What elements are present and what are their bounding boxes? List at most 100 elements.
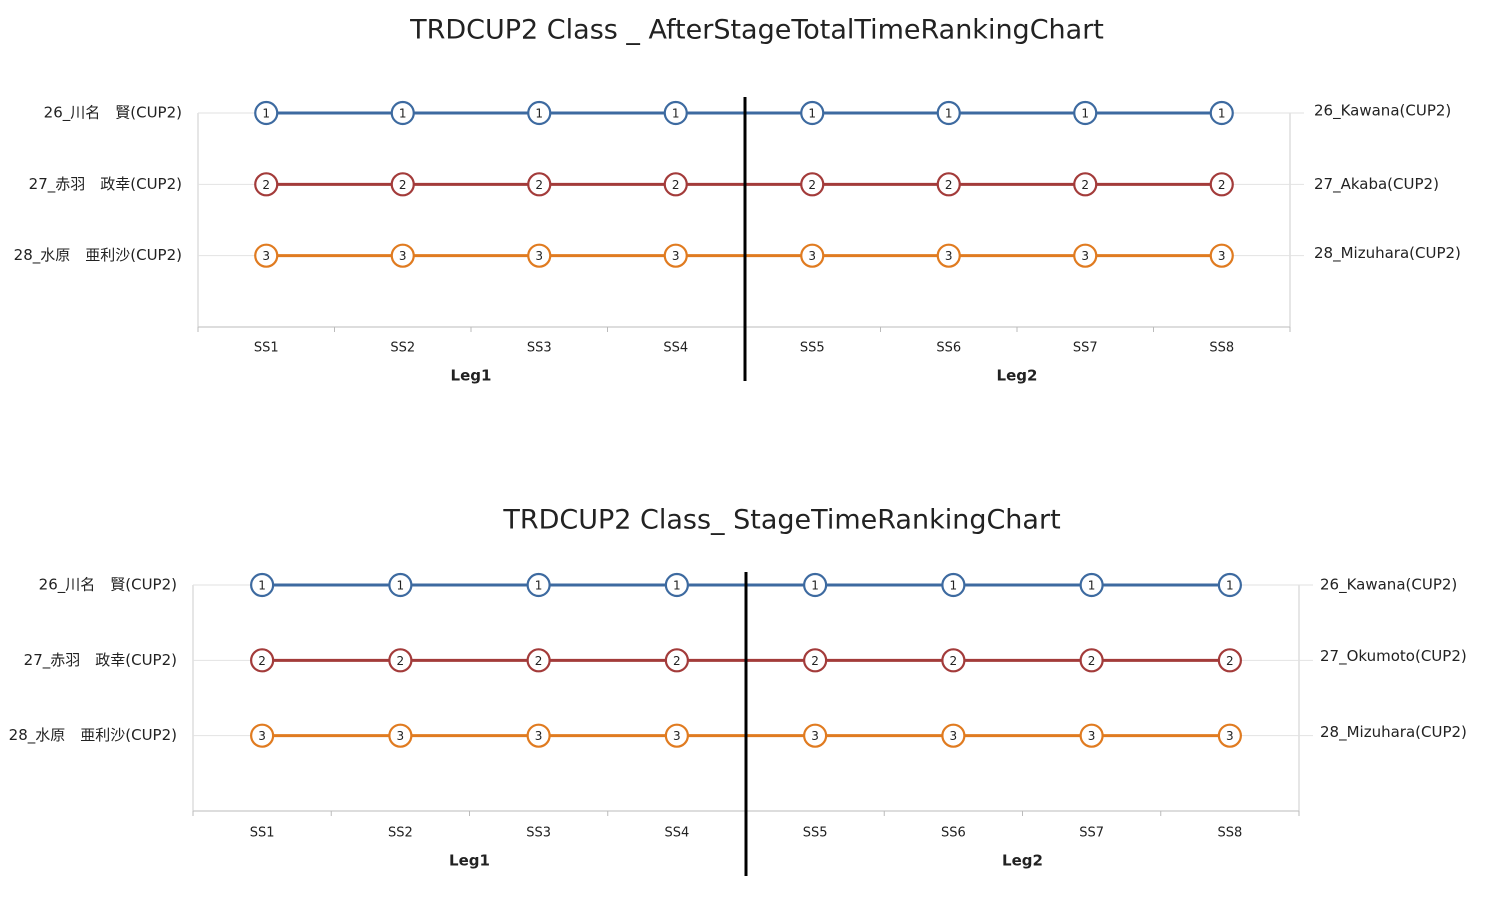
chart-title: TRDCUP2 Class_ StageTimeRankingChart	[502, 505, 1060, 536]
rank-label: 1	[950, 579, 958, 593]
rank-label: 3	[1226, 729, 1234, 743]
series-right-label: 28_Mizuhara(CUP2)	[1314, 244, 1461, 263]
rank-marker	[390, 172, 415, 197]
group-label: Leg1	[451, 367, 492, 385]
rank-label: 1	[535, 107, 543, 121]
x-tick-label: SS7	[1079, 826, 1104, 841]
rank-label: 3	[262, 249, 270, 263]
rank-label: 3	[397, 729, 405, 743]
rank-marker	[941, 723, 966, 748]
rank-marker	[250, 723, 275, 748]
group-label: Leg1	[449, 852, 490, 870]
rank-marker	[800, 243, 825, 268]
x-tick-label: SS3	[527, 341, 552, 356]
x-tick-label: SS1	[250, 826, 275, 841]
rank-label: 3	[673, 729, 681, 743]
rank-marker	[803, 648, 828, 673]
rank-label: 1	[945, 107, 953, 121]
rank-label: 2	[945, 178, 953, 192]
rank-marker	[936, 172, 961, 197]
rank-label: 1	[672, 107, 680, 121]
rank-marker	[1209, 100, 1234, 126]
rank-label: 1	[399, 107, 407, 121]
rank-marker	[254, 100, 279, 126]
rank-marker	[254, 172, 279, 197]
rank-marker	[527, 172, 552, 197]
rank-label: 3	[950, 729, 958, 743]
rank-marker	[803, 572, 828, 598]
rank-label: 2	[808, 178, 816, 192]
rank-label: 2	[1226, 654, 1234, 668]
rank-marker	[1073, 172, 1098, 197]
x-tick-label: SS8	[1209, 341, 1234, 356]
rank-marker	[526, 648, 551, 673]
series-right-label: 27_Akaba(CUP2)	[1314, 175, 1439, 194]
rank-marker	[663, 243, 688, 268]
rank-label: 1	[397, 579, 405, 593]
rank-marker	[1217, 572, 1242, 598]
rank-marker	[250, 572, 275, 598]
x-tick-label: SS2	[388, 826, 413, 841]
x-tick-label: SS7	[1073, 341, 1098, 356]
rank-marker	[526, 723, 551, 748]
rank-label: 3	[672, 249, 680, 263]
rank-label: 2	[672, 178, 680, 192]
rank-marker	[800, 172, 825, 197]
series-label: 26_川名 賢(CUP2)	[44, 104, 182, 123]
rank-label: 3	[945, 249, 953, 263]
rank-marker	[663, 172, 688, 197]
rank-marker	[664, 648, 689, 673]
rank-label: 3	[808, 249, 816, 263]
rank-marker	[664, 723, 689, 748]
rank-marker	[1217, 648, 1242, 673]
rank-marker	[1073, 100, 1098, 126]
x-tick-label: SS6	[936, 341, 961, 356]
rank-marker	[526, 572, 551, 598]
rank-label: 3	[258, 729, 266, 743]
x-tick-label: SS5	[803, 826, 828, 841]
rank-label: 3	[399, 249, 407, 263]
rank-marker	[803, 723, 828, 748]
group-label: Leg2	[997, 367, 1038, 385]
rank-label: 3	[811, 729, 819, 743]
x-tick-label: SS6	[941, 826, 966, 841]
x-tick-label: SS2	[390, 341, 415, 356]
series-right-label: 26_Kawana(CUP2)	[1320, 576, 1457, 595]
series-label: 27_赤羽 政幸(CUP2)	[29, 175, 182, 194]
rank-marker	[390, 243, 415, 268]
rank-label: 2	[673, 654, 681, 668]
x-tick-label: SS3	[526, 826, 551, 841]
rank-marker	[254, 243, 279, 268]
rank-label: 2	[1218, 178, 1226, 192]
x-tick-label: SS5	[800, 341, 825, 356]
rank-label: 1	[811, 579, 819, 593]
series-label: 27_赤羽 政幸(CUP2)	[24, 651, 177, 670]
rank-marker	[800, 100, 825, 126]
group-label: Leg2	[1002, 852, 1043, 870]
rank-label: 1	[1226, 579, 1234, 593]
rank-marker	[664, 572, 689, 598]
rank-marker	[388, 648, 413, 673]
rank-label: 2	[950, 654, 958, 668]
series-label: 28_水原 亜利沙(CUP2)	[9, 726, 177, 745]
rank-label: 1	[673, 579, 681, 593]
chart-title: TRDCUP2 Class _ AfterStageTotalTimeRanki…	[409, 15, 1104, 46]
rank-marker	[1079, 648, 1104, 673]
rank-label: 3	[1088, 729, 1096, 743]
rank-marker	[250, 648, 275, 673]
rank-marker	[1073, 243, 1098, 268]
rank-label: 3	[535, 249, 543, 263]
rank-marker	[936, 243, 961, 268]
rank-marker	[1079, 572, 1104, 598]
rank-label: 1	[262, 107, 270, 121]
rank-label: 1	[1088, 579, 1096, 593]
x-tick-label: SS4	[664, 826, 689, 841]
rank-marker	[936, 100, 961, 126]
series-right-label: 26_Kawana(CUP2)	[1314, 102, 1451, 121]
rank-label: 1	[535, 579, 543, 593]
rank-label: 2	[262, 178, 270, 192]
x-tick-label: SS8	[1217, 826, 1242, 841]
series-right-label: 27_Okumoto(CUP2)	[1320, 647, 1467, 666]
rank-label: 3	[1218, 249, 1226, 263]
rank-marker	[527, 100, 552, 126]
